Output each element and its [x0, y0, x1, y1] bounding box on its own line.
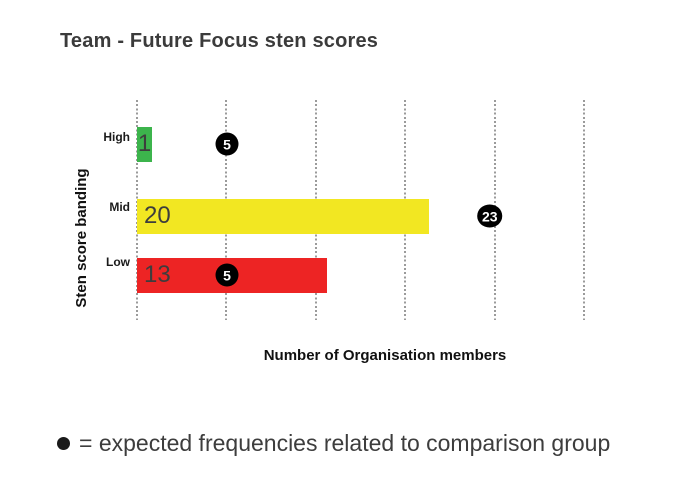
- bar-mid: 20: [137, 199, 429, 234]
- expected-frequency-marker: 5: [215, 132, 239, 156]
- category-label-high: High: [103, 130, 130, 144]
- legend-text: = expected frequencies related to compar…: [79, 430, 611, 456]
- expected-frequency-marker: 5: [215, 263, 239, 287]
- filled-circle-icon: [57, 436, 70, 450]
- legend: = expected frequencies related to compar…: [57, 430, 610, 456]
- category-label-low: Low: [106, 255, 130, 269]
- expected-frequency-marker: 23: [477, 204, 503, 228]
- gridline: [583, 100, 585, 320]
- bar-value-label: 1: [137, 130, 152, 158]
- category-label-mid: Mid: [109, 200, 130, 214]
- bar-value-label: 13: [144, 261, 171, 289]
- x-axis-label: Number of Organisation members: [263, 347, 507, 364]
- bar-value-label: 20: [144, 202, 171, 230]
- bar-high: 1: [137, 127, 152, 162]
- chart-title: Team - Future Focus sten scores: [60, 30, 379, 52]
